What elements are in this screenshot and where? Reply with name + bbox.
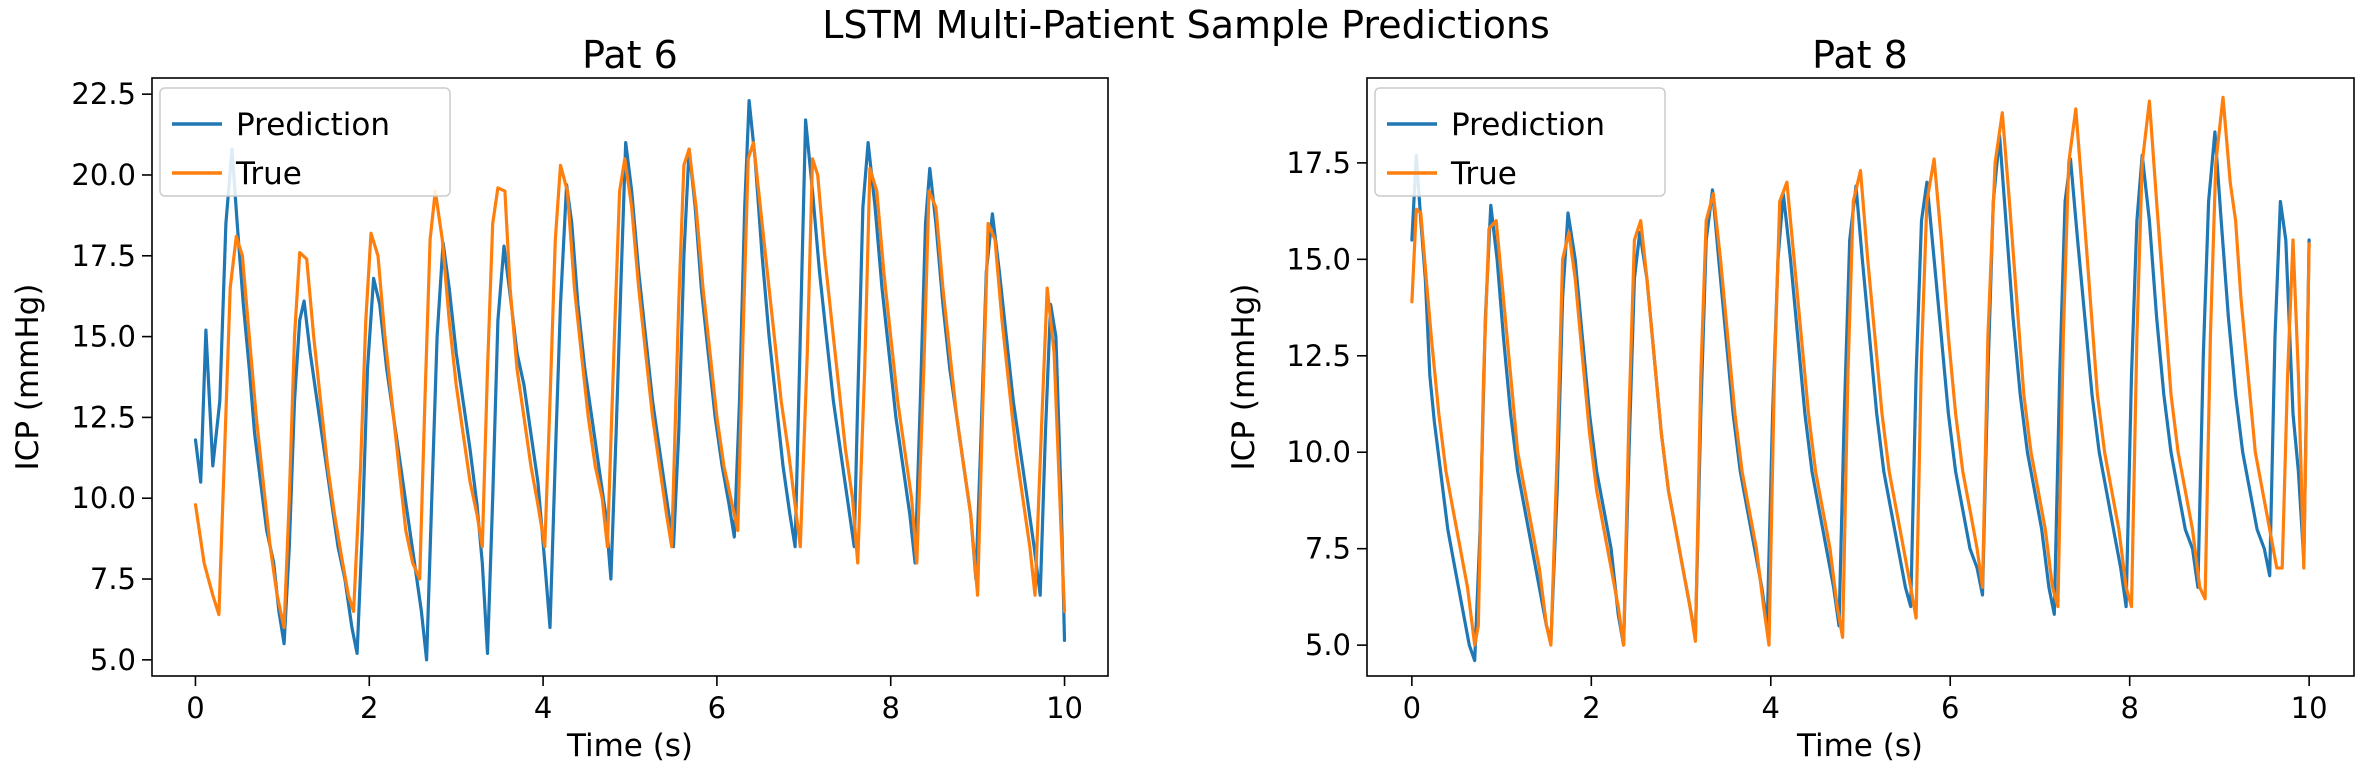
y-tick-label: 7.5	[90, 562, 136, 596]
y-axis-label: ICP (mmHg)	[1226, 284, 1262, 471]
y-tick-label: 5.0	[90, 643, 136, 677]
y-tick-label: 22.5	[71, 77, 136, 111]
series-line-true	[193, 141, 1067, 630]
legend-label-prediction: Prediction	[236, 107, 390, 143]
x-tick-label: 10	[1046, 691, 1083, 725]
plot-frame	[1366, 77, 2355, 677]
figure-title: LSTM Multi-Patient Sample Predictions	[822, 3, 1550, 47]
x-tick-label: 6	[1941, 691, 1959, 725]
x-tick-label: 8	[882, 691, 900, 725]
x-tick-label: 4	[534, 691, 552, 725]
x-tick-label: 2	[360, 691, 378, 725]
y-tick-label: 15.0	[1286, 242, 1351, 276]
x-tick-label: 10	[2291, 691, 2328, 725]
y-tick-label: 17.5	[1286, 146, 1351, 180]
plot-lines	[193, 99, 1067, 662]
y-tick-label: 10.0	[1286, 435, 1351, 469]
y-tick-label: 5.0	[1305, 628, 1351, 662]
subplot-title: Pat 8	[1812, 33, 1908, 77]
legend-label-true: True	[1450, 156, 1517, 192]
x-tick-label: 6	[708, 691, 726, 725]
subplot-title: Pat 6	[582, 33, 678, 77]
axis-ticks: 0 2 4 6 8 10 5.0 7.5 10.0 12.5 15.0 17.5	[1286, 146, 2327, 725]
x-tick-label: 0	[1403, 691, 1421, 725]
legend-label-true: True	[235, 156, 302, 192]
subplot-pat6: Pat 6 0 2 4 6 8 10 5.0 7.5 10.0 12.5 15.0 17.5 20.0 2…	[10, 33, 1109, 764]
legend-label-prediction: Prediction	[1451, 107, 1605, 143]
x-tick-label: 8	[2120, 691, 2138, 725]
y-tick-label: 20.0	[71, 158, 136, 192]
x-tick-label: 0	[186, 691, 204, 725]
legend-box	[1374, 87, 1666, 197]
y-tick-label: 12.5	[71, 400, 136, 434]
subplot-pat8: Pat 8 0 2 4 6 8 10 5.0 7.5 10.0 12.5 15.0 17.5 Time…	[1226, 33, 2355, 764]
x-tick-label: 4	[1762, 691, 1780, 725]
legend-box	[159, 87, 451, 197]
y-tick-label: 17.5	[71, 239, 136, 273]
y-tick-label: 7.5	[1305, 532, 1351, 566]
x-axis-label: Time (s)	[1796, 728, 1923, 764]
x-tick-label: 2	[1582, 691, 1600, 725]
y-axis-label: ICP (mmHg)	[10, 284, 46, 471]
legend: Prediction True	[1374, 87, 1666, 197]
series-line-true	[1410, 95, 2311, 647]
x-axis-label: Time (s)	[566, 728, 693, 764]
legend: Prediction True	[159, 87, 451, 197]
y-tick-label: 10.0	[71, 481, 136, 515]
plot-lines	[1410, 95, 2311, 663]
axis-ticks: 0 2 4 6 8 10 5.0 7.5 10.0 12.5 15.0 17.5 20.0 22.5	[71, 77, 1083, 725]
series-line-prediction	[1410, 130, 2311, 663]
y-tick-label: 15.0	[71, 320, 136, 354]
y-tick-label: 12.5	[1286, 339, 1351, 373]
plot-frame	[151, 77, 1109, 677]
